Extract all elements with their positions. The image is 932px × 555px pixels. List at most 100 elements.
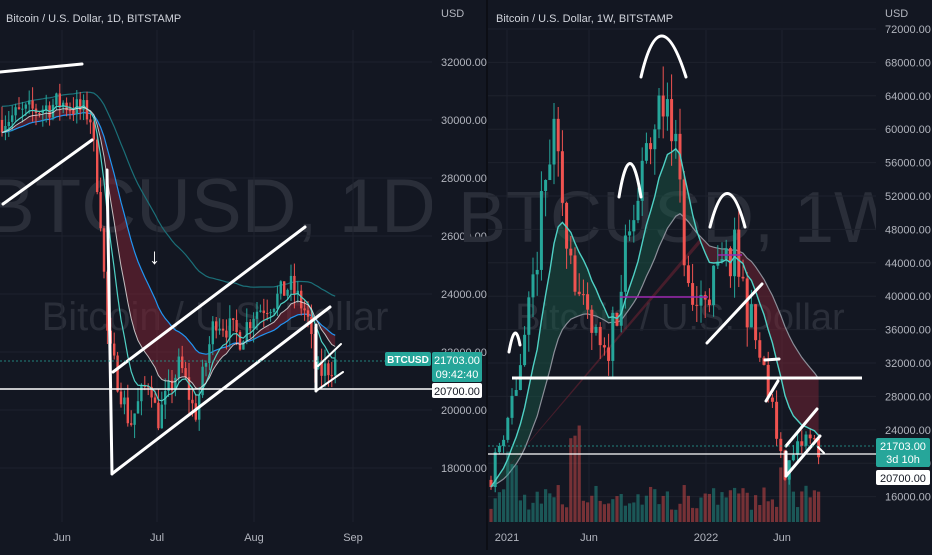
top-trendline[interactable] bbox=[0, 62, 84, 74]
price-tick-weekly: 68000.00 bbox=[885, 57, 931, 69]
candle bbox=[670, 99, 674, 142]
candle bbox=[804, 434, 808, 446]
drawn-patterns[interactable] bbox=[507, 34, 825, 478]
candle bbox=[136, 401, 140, 414]
bull-ribbon bbox=[495, 148, 697, 485]
volume-bar bbox=[573, 435, 577, 522]
price-tick-weekly: 56000.00 bbox=[885, 158, 931, 170]
volume-bar bbox=[699, 497, 703, 522]
weekly-chart-panel[interactable]: BTCUSD, 1W Bitcoin / U.S. Dollar bbox=[458, 0, 932, 550]
price-tick-weekly: 16000.00 bbox=[885, 492, 931, 504]
volume-bar bbox=[665, 491, 669, 522]
price-tick-weekly: 64000.00 bbox=[885, 91, 931, 103]
volume-bar bbox=[640, 504, 644, 522]
candle bbox=[607, 347, 611, 361]
candle bbox=[527, 297, 531, 335]
candle bbox=[649, 143, 653, 150]
volume-bar bbox=[800, 491, 804, 522]
flag-lower-weekly[interactable] bbox=[784, 434, 822, 478]
candle bbox=[775, 401, 779, 439]
price-tick-weekly: 52000.00 bbox=[885, 191, 931, 203]
candle bbox=[611, 312, 615, 361]
volume-bar bbox=[812, 490, 816, 522]
price-axis[interactable] bbox=[432, 0, 486, 550]
candle bbox=[208, 344, 211, 363]
candle bbox=[266, 313, 269, 315]
candle bbox=[674, 133, 678, 142]
volume-bar bbox=[619, 494, 623, 522]
small-arc[interactable] bbox=[507, 331, 522, 354]
candle bbox=[296, 290, 299, 295]
watermark-name-weekly: Bitcoin / U.S. Dollar bbox=[515, 297, 845, 339]
weekly-candles bbox=[489, 66, 821, 493]
head-arc[interactable] bbox=[639, 34, 688, 79]
candle bbox=[245, 322, 248, 342]
candle bbox=[762, 357, 766, 365]
level-badge-bg-weekly bbox=[876, 470, 930, 485]
candle bbox=[167, 380, 170, 391]
candle bbox=[143, 385, 146, 387]
candle bbox=[707, 299, 711, 306]
candle bbox=[716, 261, 720, 266]
volume-bar bbox=[770, 499, 774, 522]
price-tick-weekly: 72000.00 bbox=[885, 24, 931, 36]
short-level[interactable] bbox=[763, 357, 781, 362]
small-trend[interactable] bbox=[764, 379, 780, 403]
volume-bar bbox=[754, 495, 758, 522]
left-shoulder-arc[interactable] bbox=[617, 162, 643, 199]
channel-lower[interactable] bbox=[111, 305, 332, 475]
candle bbox=[691, 283, 695, 305]
volume-bar bbox=[611, 499, 615, 522]
time-axis-weekly[interactable]: 2021 Jun 2022 Jun bbox=[495, 532, 791, 544]
candle bbox=[0, 120, 4, 133]
candle bbox=[766, 364, 770, 398]
flag-lower[interactable] bbox=[315, 371, 344, 392]
volume-bar bbox=[489, 508, 493, 522]
volume-bar bbox=[497, 492, 501, 522]
volume-bar bbox=[775, 506, 779, 522]
candle bbox=[62, 102, 65, 108]
volume-bar bbox=[733, 487, 737, 522]
panel-divider[interactable] bbox=[486, 0, 488, 550]
volume-bars bbox=[489, 425, 821, 522]
volume-bar bbox=[552, 497, 556, 522]
volume-bar bbox=[783, 449, 787, 522]
rising-trendline[interactable] bbox=[1, 138, 94, 206]
candle bbox=[119, 391, 123, 405]
volume-bar bbox=[590, 495, 594, 522]
candle bbox=[741, 276, 745, 279]
time-axis[interactable]: Jun Jul Aug Sep bbox=[53, 532, 363, 544]
candle bbox=[682, 179, 686, 266]
flag-tip[interactable] bbox=[817, 446, 825, 454]
drawn-trendlines[interactable] bbox=[0, 62, 344, 476]
volume-bar bbox=[493, 498, 497, 522]
candle bbox=[306, 310, 310, 317]
candle bbox=[598, 326, 602, 346]
neckline-break[interactable] bbox=[705, 282, 764, 345]
price-ticks: 32000.00 30000.00 28000.00 26000.00 24000.00… bbox=[441, 57, 487, 475]
candle bbox=[779, 438, 783, 452]
price-tick-weekly: 36000.00 bbox=[885, 325, 931, 337]
volume-bar bbox=[749, 509, 753, 522]
candle bbox=[249, 322, 252, 329]
breakdown-line[interactable] bbox=[105, 168, 114, 476]
ema-ribbon bbox=[2, 107, 336, 389]
volume-bar bbox=[674, 509, 678, 522]
candle bbox=[11, 115, 14, 122]
right-shoulder-arc[interactable] bbox=[708, 192, 747, 229]
volume-bar bbox=[741, 488, 745, 522]
candle bbox=[184, 368, 187, 378]
volume-bar bbox=[539, 503, 543, 522]
candle bbox=[252, 318, 255, 329]
volume-bar bbox=[502, 489, 506, 522]
flag-upper-weekly[interactable] bbox=[784, 407, 819, 448]
volume-bar bbox=[649, 486, 653, 522]
candle bbox=[749, 304, 753, 328]
flag-upper[interactable] bbox=[317, 343, 342, 367]
daily-chart-panel[interactable]: BTCUSD, 1D Bitcoin / U.S. Dollar ↓ USD 3… bbox=[0, 0, 487, 550]
candle bbox=[565, 202, 569, 249]
candle bbox=[259, 310, 262, 312]
time-tick-weekly: 2021 bbox=[495, 532, 519, 544]
channel-upper[interactable] bbox=[111, 225, 307, 374]
